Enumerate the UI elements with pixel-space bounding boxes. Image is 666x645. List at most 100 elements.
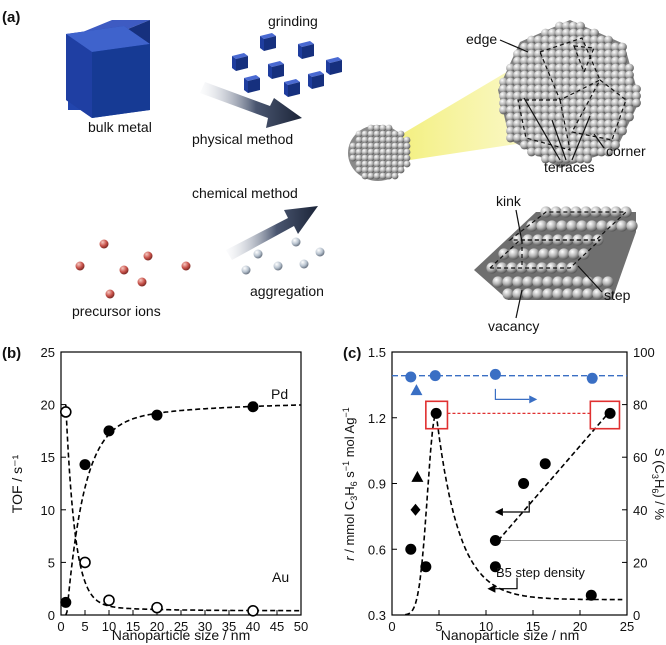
atom: [562, 112, 571, 122]
atom: [583, 112, 592, 122]
atom: [592, 276, 604, 288]
aggregation-sphere: [253, 249, 263, 259]
atom: [367, 172, 375, 180]
atom: [361, 130, 369, 138]
atom: [506, 105, 515, 115]
atom: [502, 288, 514, 300]
atom: [373, 136, 381, 144]
atom: [569, 105, 578, 115]
atom: [385, 124, 393, 132]
step-label: step: [604, 287, 631, 303]
atom: [541, 91, 550, 101]
atom: [590, 28, 599, 38]
atom: [527, 63, 536, 73]
panel-c-label: (c): [343, 345, 361, 362]
data-point-r: [420, 561, 432, 573]
chemical-method-arrow: [226, 206, 318, 260]
atom: [520, 77, 529, 87]
y-tick-label: 20: [41, 398, 55, 413]
x-tick-label: 25: [620, 619, 634, 634]
data-point-au: [60, 406, 72, 418]
atom: [586, 220, 598, 232]
atom: [397, 136, 405, 144]
atom: [576, 70, 585, 80]
aggregation-spheres: [241, 237, 325, 275]
atom: [576, 28, 585, 38]
step-pointer: [577, 265, 603, 293]
atom: [520, 105, 529, 115]
y-tick-label: 15: [41, 450, 55, 465]
atom: [541, 28, 550, 38]
atom: [548, 105, 557, 115]
x-tick-label: 0: [388, 619, 395, 634]
atom: [576, 98, 585, 108]
data-point-au: [79, 556, 91, 569]
atom: [513, 133, 522, 143]
atom: [583, 133, 592, 143]
terraces-pointer-3: [571, 115, 591, 161]
atom: [604, 70, 613, 80]
atom: [550, 206, 562, 218]
x-tick-label: 50: [294, 619, 308, 634]
x-tick-label: 25: [174, 619, 188, 634]
y-tick-label: 1.5: [368, 345, 386, 360]
data-point-b5-step-density: [518, 478, 530, 489]
vacancy-label: vacancy: [488, 318, 539, 334]
axis-arrows: [487, 388, 538, 593]
atom: [548, 63, 557, 73]
vacancy-pointer: [515, 289, 523, 319]
atom: [506, 133, 515, 143]
atom: [625, 91, 634, 101]
atom: [527, 84, 536, 94]
atom: [562, 288, 574, 300]
atom: [508, 248, 520, 260]
atom: [572, 288, 584, 300]
atom: [597, 98, 606, 108]
atom: [534, 63, 543, 73]
atom: [506, 77, 515, 87]
atom: [592, 288, 604, 300]
atom: [583, 147, 592, 157]
aggregation-sphere: [299, 259, 309, 269]
precursor-ion: [99, 239, 109, 249]
small-cube: [232, 53, 248, 71]
atom: [562, 70, 571, 80]
y-tick-label: 0.9: [368, 477, 386, 492]
terraces-pointer-1: [523, 97, 561, 161]
atom: [590, 126, 599, 136]
atom: [520, 56, 529, 66]
atom: [590, 91, 599, 101]
atom: [527, 35, 536, 45]
atom: [604, 119, 613, 129]
x-tick-label: 15: [126, 619, 140, 634]
atom: [391, 166, 399, 174]
atom: [499, 77, 508, 87]
small-cube: [326, 57, 342, 75]
atom: [604, 98, 613, 108]
y2-tick-label: 20: [633, 555, 647, 570]
atom: [566, 220, 578, 232]
atom: [527, 98, 536, 108]
atom: [569, 77, 578, 87]
atom: [548, 70, 557, 80]
atom: [367, 154, 375, 162]
atom: [536, 220, 548, 232]
plot-b-points: [60, 401, 259, 617]
atom: [513, 119, 522, 129]
atom: [373, 172, 381, 180]
atom: [583, 35, 592, 45]
atom: [367, 166, 375, 174]
atom: [361, 166, 369, 174]
edge-pointer: [499, 39, 529, 53]
atom: [520, 91, 529, 101]
atom: [541, 147, 550, 157]
x-tick-label: 20: [150, 619, 164, 634]
atom: [570, 206, 582, 218]
atom: [618, 49, 627, 59]
atom: [569, 49, 578, 59]
atom: [541, 70, 550, 80]
atom: [385, 130, 393, 138]
precursor-ion: [119, 265, 129, 275]
atom: [625, 112, 634, 122]
atom: [532, 276, 544, 288]
